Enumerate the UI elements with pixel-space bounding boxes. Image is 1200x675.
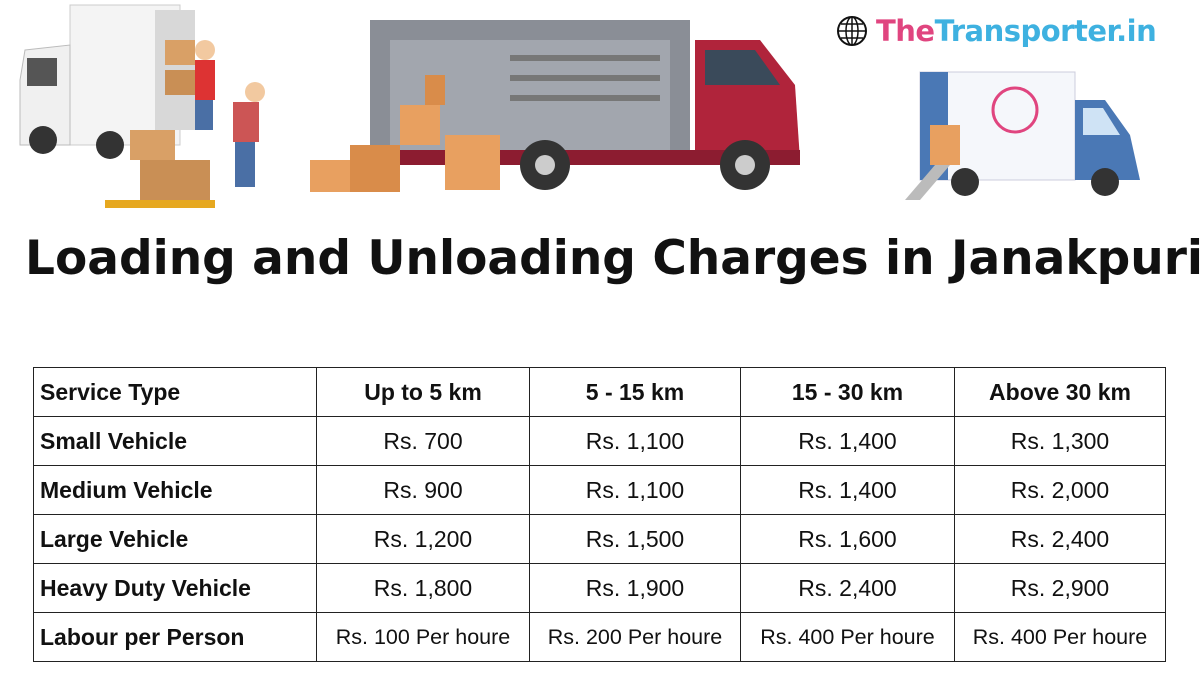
- price-cell: Rs. 400 Per houre: [740, 612, 955, 662]
- price-cell: Rs. 200 Per houre: [529, 612, 741, 662]
- branded-truck-illustration: [905, 71, 1140, 200]
- table-row: Large Vehicle Rs. 1,200 Rs. 1,500 Rs. 1,600…: [33, 514, 1166, 564]
- price-cell: Rs. 1,500: [529, 514, 741, 564]
- price-cell: Rs. 100 Per houre: [316, 612, 530, 662]
- price-cell: Rs. 1,300: [954, 416, 1166, 466]
- table-header-row: Service Type Up to 5 km 5 - 15 km 15 - 3…: [33, 367, 1166, 417]
- red-cargo-truck-illustration: [310, 20, 800, 192]
- globe-icon: [837, 16, 867, 46]
- price-cell: Rs. 2,400: [954, 514, 1166, 564]
- header-above-30km: Above 30 km: [954, 367, 1166, 417]
- price-cell: Rs. 400 Per houre: [954, 612, 1166, 662]
- price-cell: Rs. 1,600: [740, 514, 955, 564]
- price-cell: Rs. 1,100: [529, 465, 741, 515]
- price-cell: Rs. 1,400: [740, 465, 955, 515]
- service-type-cell: Heavy Duty Vehicle: [33, 563, 317, 613]
- page-title: Loading and Unloading Charges in Janakpu…: [25, 231, 1200, 286]
- workers-loading-truck-illustration: [19, 4, 265, 208]
- table-row: Medium Vehicle Rs. 900 Rs. 1,100 Rs. 1,400 R…: [33, 465, 1166, 515]
- price-cell: Rs. 1,100: [529, 416, 741, 466]
- service-type-cell: Medium Vehicle: [33, 465, 317, 515]
- service-type-cell: Labour per Person: [33, 612, 317, 662]
- service-type-cell: Large Vehicle: [33, 514, 317, 564]
- price-cell: Rs. 2,900: [954, 563, 1166, 613]
- service-type-cell: Small Vehicle: [33, 416, 317, 466]
- brand-name-transporter: Transporter.in: [934, 14, 1157, 48]
- charges-table: Service Type Up to 5 km 5 - 15 km 15 - 3…: [33, 367, 1166, 662]
- header-15-30km: 15 - 30 km: [740, 367, 955, 417]
- price-cell: Rs. 2,400: [740, 563, 955, 613]
- table-row: Small Vehicle Rs. 700 Rs. 1,100 Rs. 1,400 Rs…: [33, 416, 1166, 466]
- price-cell: Rs. 1,200: [316, 514, 530, 564]
- header-service-type: Service Type: [33, 367, 317, 417]
- price-cell: Rs. 700: [316, 416, 530, 466]
- price-cell: Rs. 2,000: [954, 465, 1166, 515]
- table-row: Heavy Duty Vehicle Rs. 1,800 Rs. 1,900 Rs. …: [33, 563, 1166, 613]
- brand-logo: TheTransporter.in: [836, 14, 1157, 48]
- header-up-to-5km: Up to 5 km: [316, 367, 530, 417]
- brand-name-the: The: [876, 14, 935, 48]
- price-cell: Rs. 900: [316, 465, 530, 515]
- price-cell: Rs. 1,400: [740, 416, 955, 466]
- header-5-15km: 5 - 15 km: [529, 367, 741, 417]
- price-cell: Rs. 1,800: [316, 563, 530, 613]
- price-cell: Rs. 1,900: [529, 563, 741, 613]
- table-row: Labour per Person Rs. 100 Per houre Rs. 20…: [33, 612, 1166, 662]
